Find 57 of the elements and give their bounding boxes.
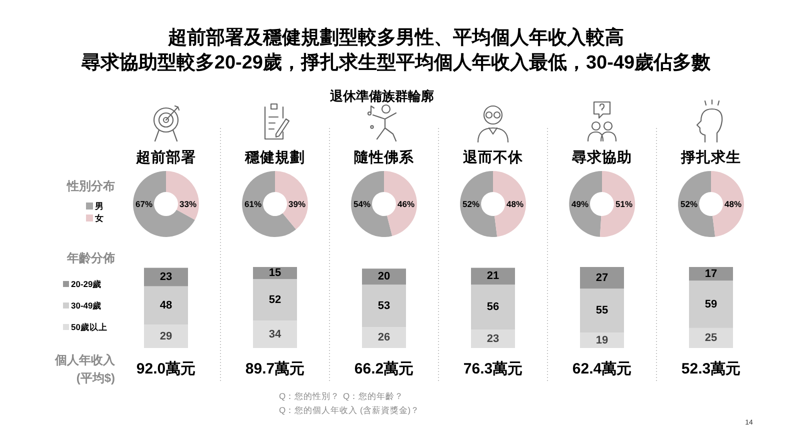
- data-label: 17: [704, 268, 718, 280]
- annotation: Q：您的年齡？: [343, 391, 404, 401]
- value-label: 66.2萬元: [354, 360, 414, 378]
- title: 超前部署及穩健規劃型較多男性、平均個人年收入較高: [168, 28, 624, 48]
- legend-label: 男: [95, 201, 104, 211]
- legend-label: 50歲以上: [71, 322, 108, 332]
- annotation: Q：您的性別？: [279, 391, 340, 401]
- value-label: 52.3萬元: [681, 360, 741, 378]
- data-label: 52%: [680, 199, 698, 209]
- data-label: 67%: [136, 199, 152, 209]
- title: 掙扎求生: [681, 150, 741, 166]
- legend-label: 女: [95, 213, 104, 223]
- value-label: 92.0萬元: [136, 360, 196, 378]
- data-label: 34: [268, 328, 282, 340]
- legend-title: 性別分布: [67, 179, 115, 193]
- value-label: 76.3萬元: [463, 360, 523, 378]
- data-label: 49%: [572, 199, 588, 209]
- legend-label: 30-49歲: [71, 300, 102, 310]
- data-label: 29: [160, 330, 172, 342]
- data-label: 48%: [506, 199, 524, 209]
- value-label: 62.4萬元: [572, 360, 632, 378]
- title: 尋求協助: [572, 150, 632, 166]
- data-label: 46%: [398, 199, 414, 209]
- data-label: 27: [596, 272, 608, 284]
- title: 退而不休: [463, 150, 523, 166]
- ylabel: 個人年收入: [55, 353, 115, 367]
- data-label: 56: [486, 301, 500, 314]
- data-label: 53: [378, 300, 390, 312]
- data-label: 52%: [462, 199, 480, 209]
- subtitle: 尋求協助型較多20-29歲，掙扎求生型平均個人年收入最低，30-49歲佔多數: [81, 52, 711, 74]
- annotation: Q：您的個人年收入 (含薪資獎金)？: [279, 405, 420, 415]
- title: 穩健規劃: [245, 150, 305, 166]
- annotation: 退休準備族群輪廓: [330, 88, 434, 104]
- data-label: 21: [486, 270, 500, 282]
- title: 隨性佛系: [354, 150, 414, 166]
- data-label: 48: [160, 300, 172, 312]
- data-label: 15: [268, 267, 282, 280]
- ylabel: (平均$): [76, 371, 115, 385]
- data-label: 39%: [288, 199, 306, 209]
- data-label: 48%: [724, 199, 742, 209]
- data-label: 54%: [354, 199, 370, 209]
- data-label: 23: [160, 271, 172, 284]
- data-label: 51%: [616, 199, 632, 209]
- data-label: 61%: [244, 199, 262, 209]
- data-label: 59: [704, 298, 718, 310]
- title: 超前部署: [136, 150, 196, 166]
- data-label: 19: [596, 334, 608, 346]
- data-label: 55: [596, 304, 608, 317]
- data-label: 25: [704, 332, 718, 344]
- data-label: 52: [268, 294, 282, 306]
- legend-label: 20-29歲: [71, 279, 102, 289]
- legend-title: 年齡分佈: [67, 251, 115, 265]
- data-label: 33%: [180, 199, 196, 209]
- data-label: 26: [378, 332, 390, 344]
- data-label: 20: [378, 270, 390, 283]
- value-label: 89.7萬元: [245, 360, 305, 378]
- data-label: 23: [486, 332, 500, 345]
